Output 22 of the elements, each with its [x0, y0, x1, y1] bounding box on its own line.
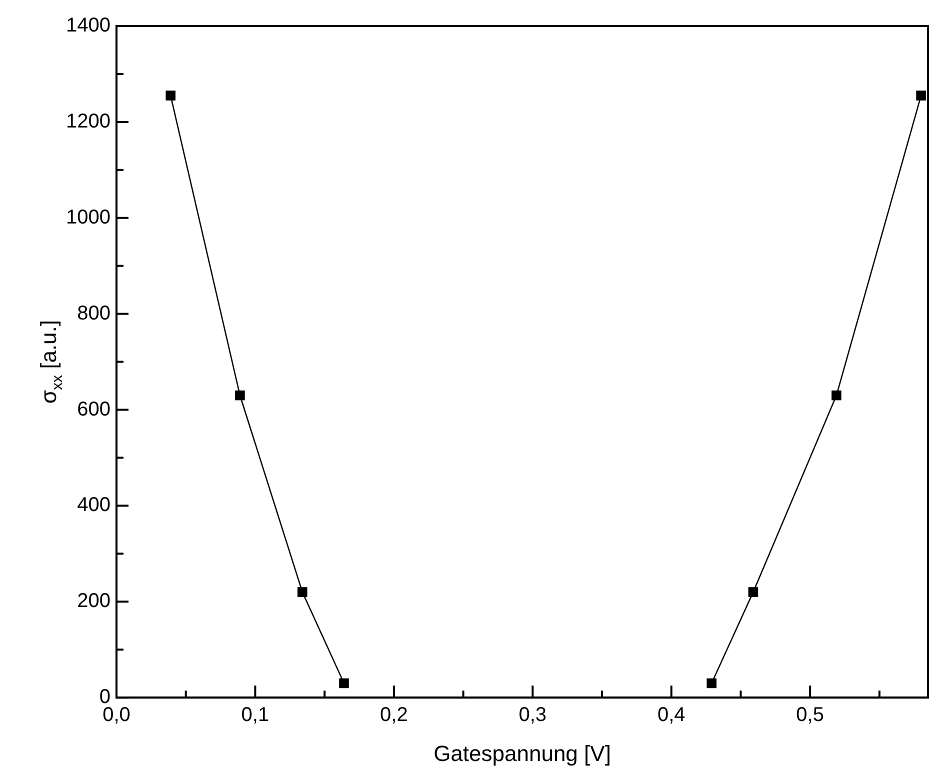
y-axis-title: σxx [a.u.] — [36, 320, 66, 404]
point — [916, 90, 926, 100]
y-tick-label: 1200 — [66, 110, 110, 132]
x-tick-label: 0,4 — [657, 704, 686, 726]
x-tick-label: 0,2 — [380, 704, 408, 726]
point — [706, 678, 716, 688]
y-tick-label: 1000 — [66, 206, 110, 228]
y-tick-label: 800 — [77, 302, 110, 324]
x-tick-label: 0,1 — [241, 704, 270, 726]
point — [339, 678, 349, 688]
x-tick-label: 0,5 — [796, 704, 824, 726]
x-tick-label: 0,3 — [518, 704, 547, 726]
point — [832, 390, 842, 400]
y-tick-label: 1400 — [66, 14, 110, 37]
point — [166, 90, 176, 100]
point — [235, 390, 245, 400]
y-tick-label: 200 — [77, 590, 110, 612]
point — [748, 587, 758, 597]
x-axis-title: Gatespannung [V] — [434, 740, 611, 766]
y-tick-label: 400 — [77, 494, 110, 516]
y-tick-label: 600 — [77, 398, 110, 420]
point — [297, 587, 308, 597]
